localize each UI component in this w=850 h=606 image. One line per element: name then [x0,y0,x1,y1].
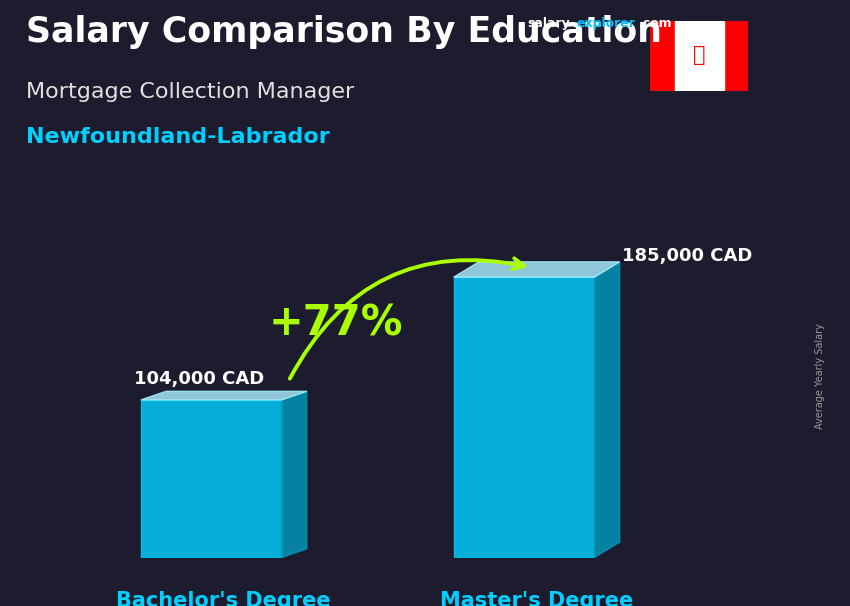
Polygon shape [454,262,620,278]
Text: 185,000 CAD: 185,000 CAD [622,247,753,265]
Text: +77%: +77% [269,303,404,345]
Text: Master's Degree: Master's Degree [440,591,633,606]
Text: 104,000 CAD: 104,000 CAD [133,370,264,388]
Text: Mortgage Collection Manager: Mortgage Collection Manager [26,82,354,102]
Text: Salary Comparison By Education: Salary Comparison By Education [26,15,661,49]
Text: Newfoundland-Labrador: Newfoundland-Labrador [26,127,329,147]
Text: Bachelor's Degree: Bachelor's Degree [116,591,332,606]
Text: explorer: explorer [576,17,635,30]
Text: salary: salary [527,17,570,30]
Bar [454,278,594,558]
Polygon shape [594,262,620,558]
Bar [141,400,281,558]
Text: Average Yearly Salary: Average Yearly Salary [815,323,825,428]
Bar [650,21,675,91]
Polygon shape [281,391,307,558]
Bar [675,21,723,91]
Bar [723,21,748,91]
Text: 🍁: 🍁 [693,45,706,65]
Polygon shape [141,391,307,400]
Text: .com: .com [639,17,673,30]
